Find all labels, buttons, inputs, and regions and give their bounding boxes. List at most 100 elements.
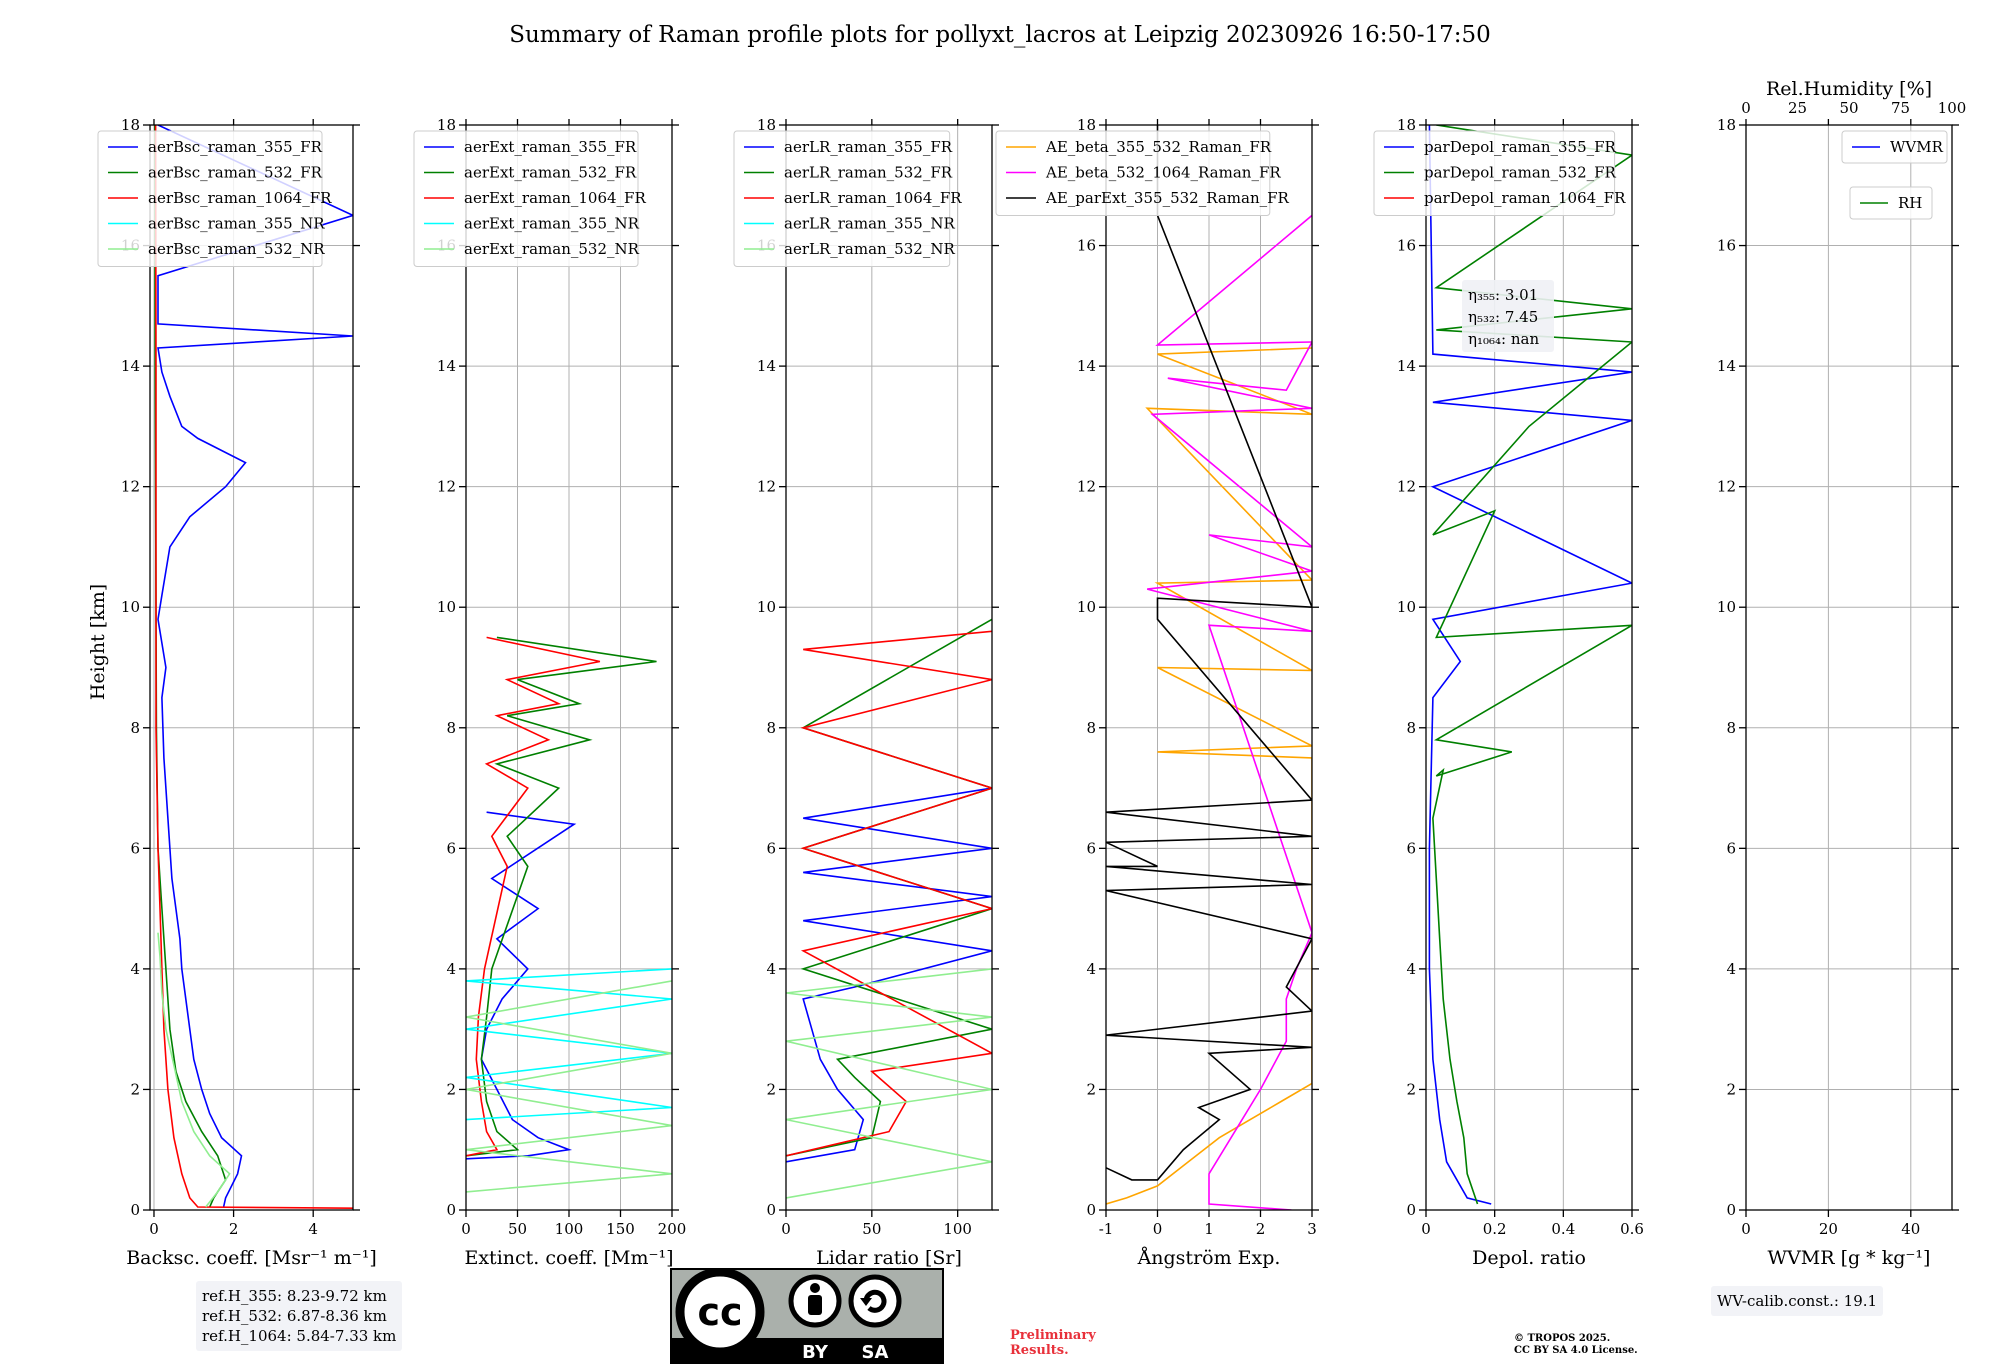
y-tick-label: 4 [1726,960,1736,978]
y-tick-label: 2 [446,1080,456,1098]
series-line-AE_parExt_355_532_Raman_FR [1106,125,1312,1181]
axes-frame [785,124,993,1211]
y-tick-label: 2 [766,1080,776,1098]
y-tick-label: 6 [766,839,776,857]
x-tick-label: 0 [781,1220,791,1238]
copyright-line-1: © TROPOS 2025. [1514,1333,1611,1344]
y-tick-label: 6 [446,839,456,857]
y-tick-label: 12 [1717,478,1736,496]
legend-entry: WVMR [1890,138,1944,156]
top-x-tick-label: 75 [1891,99,1910,117]
series-line-parDepol_raman_355_FR [1428,125,1632,1205]
panel-5: 0 2 4 6 8 10 12 14 16 18 0 0.2 0.4 0.6 Depol. ratio par… [1373,116,1644,1269]
y-tick-label: 14 [1717,357,1736,375]
series-line-aerLR_raman_1064_FR [786,630,992,1157]
legend: WVMR [1841,130,1948,164]
y-tick-label: 12 [757,478,776,496]
y-tick-label: 16 [1717,237,1736,255]
legend-entry: aerBsc_raman_532_NR [148,240,325,258]
y-tick-label: 2 [1086,1080,1096,1098]
x-tick-label: 150 [606,1220,635,1238]
y-tick-label: 4 [1406,960,1416,978]
x-tick-label: 2 [229,1220,239,1238]
eta-annotation: η₅₃₂: 7.45 [1468,308,1538,326]
axes-frame [1425,124,1633,1211]
y-axis-label: Height [km] [87,584,109,700]
legend-entry: parDepol_raman_355_FR [1424,138,1617,156]
y-tick-label: 10 [437,598,456,616]
legend-entry: aerExt_raman_355_NR [464,215,640,233]
y-tick-label: 8 [130,719,140,737]
x-tick-label: 0 [1421,1220,1431,1238]
legend-entry: parDepol_raman_1064_FR [1424,189,1626,207]
legend-entry: aerExt_raman_1064_FR [464,189,646,207]
x-axis-label: Lidar ratio [Sr] [816,1247,962,1269]
ref-height-1064: ref.H_1064: 5.84-7.33 km [202,1327,397,1345]
y-tick-label: 8 [1406,719,1416,737]
wv-calib-text: WV-calib.const.: 19.1 [1717,1292,1878,1310]
x-tick-label: 4 [308,1220,318,1238]
y-tick-label: 0 [766,1201,776,1219]
y-tick-label: 10 [1077,598,1096,616]
series-line-aerBsc_raman_1064_FR [154,125,353,1209]
top-x-tick-label: 100 [1938,99,1967,117]
x-tick-label: 100 [555,1220,584,1238]
y-tick-label: 4 [130,960,140,978]
series-line-aerExt_raman_532_FR [466,636,657,1157]
y-tick-label: 2 [1406,1080,1416,1098]
preliminary-line-2: Results. [1010,1343,1069,1358]
legend: aerBsc_raman_355_FR aerBsc_raman_532_FRae… [97,130,332,267]
legend-entry: aerBsc_raman_1064_FR [148,189,332,207]
y-tick-label: 8 [1086,719,1096,737]
legend: AE_beta_355_532_Raman_FR AE_beta_532_1064… [995,130,1290,216]
series-line-aerBsc_raman_532_NR [157,932,231,1208]
series-line-aerExt_raman_355_NR [466,968,672,1121]
legend-frame [1373,130,1616,216]
legend: parDepol_raman_355_FR parDepol_raman_532_… [1373,130,1626,216]
preliminary-line-1: Preliminary [1010,1328,1096,1343]
ref-height-532: ref.H_532: 6.87-8.36 km [202,1307,387,1325]
legend-entry: aerBsc_raman_355_NR [148,215,325,233]
x-tick-label: 40 [1901,1220,1920,1238]
y-tick-label: 0 [446,1201,456,1219]
x-axis-label: Backsc. coeff. [Msr⁻¹ m⁻¹] [126,1247,377,1269]
y-tick-label: 8 [446,719,456,737]
y-tick-label: 14 [757,357,776,375]
figure-title: Summary of Raman profile plots for polly… [509,22,1491,48]
y-tick-label: 6 [130,839,140,857]
top-x-tick-label: 50 [1839,99,1858,117]
y-tick-label: 12 [121,478,140,496]
y-tick-label: 18 [1397,116,1416,134]
legend-entry: RH [1898,194,1922,212]
legend-entry: aerBsc_raman_532_FR [148,164,323,182]
legend-entry: AE_beta_355_532_Raman_FR [1045,138,1272,156]
sa-icon [848,1274,902,1328]
y-tick-label: 0 [130,1201,140,1219]
y-tick-label: 18 [1717,116,1736,134]
x-tick-label: 0.6 [1620,1220,1644,1238]
series-line-AE_beta_355_532_Raman_FR [1106,347,1312,1205]
x-axis-label: WVMR [g * kg⁻¹] [1768,1247,1931,1269]
preliminary-note: Preliminary Results. [1010,1328,1096,1358]
y-tick-label: 16 [1397,237,1416,255]
y-tick-label: 6 [1086,839,1096,857]
series-line-aerExt_raman_355_FR [466,811,577,1160]
cc-mark-text: cc [697,1290,742,1334]
x-tick-label: 0 [149,1220,159,1238]
series-line-AE_beta_532_1064_Raman_FR [1147,214,1312,1210]
y-tick-label: 18 [1077,116,1096,134]
series-line-aerBsc_raman_355_FR [157,125,353,1208]
x-axis-label: Ångström Exp. [1137,1247,1281,1269]
legend: aerExt_raman_355_FR aerExt_raman_532_FRae… [413,130,646,267]
y-tick-label: 12 [1077,478,1096,496]
y-tick-label: 14 [1077,357,1096,375]
legend-entry: aerBsc_raman_355_FR [148,138,323,156]
legend-frame [733,130,951,267]
x-tick-label: 50 [862,1220,881,1238]
legend: RH [1849,186,1933,220]
legend-entry: AE_parExt_355_532_Raman_FR [1045,189,1290,207]
series-group [786,618,992,1199]
series-line-aerExt_raman_532_NR [466,980,672,1193]
legend-entry: parDepol_raman_532_FR [1424,164,1617,182]
